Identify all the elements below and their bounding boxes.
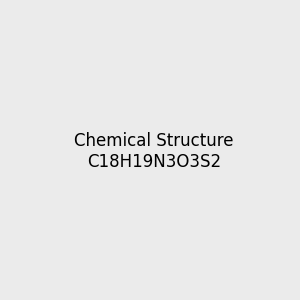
Text: Chemical Structure
C18H19N3O3S2: Chemical Structure C18H19N3O3S2 (74, 132, 233, 171)
